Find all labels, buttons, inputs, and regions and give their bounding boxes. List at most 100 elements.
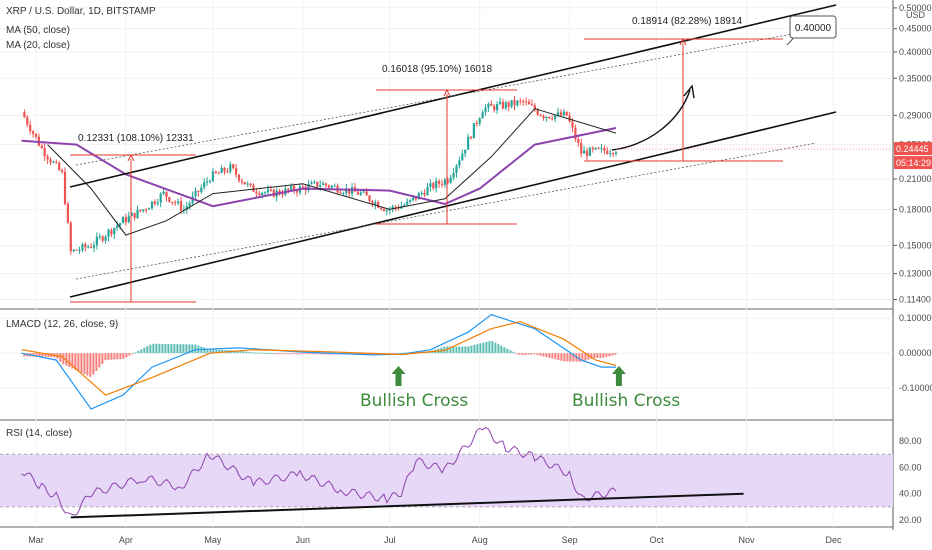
lmacd-histogram-bar — [35, 353, 38, 357]
candle-body — [513, 100, 516, 106]
last-price-value: 0.24445 — [896, 144, 929, 154]
lmacd-histogram-bar — [398, 352, 401, 354]
projection-arrowhead — [683, 84, 695, 99]
lmacd-histogram-bar — [503, 347, 506, 354]
candle-body — [548, 116, 551, 119]
candle-body — [107, 229, 110, 237]
candle-body — [443, 179, 446, 185]
lmacd-histogram-bar — [578, 353, 581, 362]
price-tick-label: 0.50000 — [899, 3, 932, 13]
lmacd-histogram-bar — [527, 353, 530, 355]
candle-body — [426, 186, 429, 196]
candle-body — [237, 174, 241, 181]
candle-body — [266, 189, 270, 193]
channel-upper-line — [69, 4, 837, 188]
lmacd-histogram-bar — [317, 353, 320, 355]
lmacd-histogram-bar — [521, 353, 524, 356]
lmacd-histogram-bar — [602, 353, 605, 358]
lmacd-histogram-bar — [566, 353, 569, 362]
candle-body — [449, 177, 452, 183]
lmacd-histogram-bar — [47, 353, 50, 357]
annotation-move-3: 0.18914 (82.28%) 18914 — [632, 16, 743, 27]
candle-body — [148, 208, 151, 210]
candle-body — [490, 103, 493, 106]
candle-body — [322, 183, 325, 186]
lmacd-histogram-bar — [128, 353, 131, 356]
lmacd-histogram-bar — [152, 343, 155, 354]
candle-body — [307, 184, 310, 191]
lmacd-histogram-bar — [155, 343, 158, 354]
candle-body — [43, 148, 46, 157]
lmacd-histogram-bar — [125, 353, 128, 358]
candle-body — [226, 171, 229, 173]
candle-body — [214, 171, 217, 173]
lmacd-histogram-bar — [221, 349, 224, 354]
lmacd-histogram-bar — [38, 353, 41, 357]
candle-body — [290, 186, 293, 190]
ma20-line — [47, 108, 617, 236]
lmacd-histogram-bar — [401, 352, 404, 354]
candle-body — [116, 225, 119, 228]
candle-body — [542, 115, 545, 119]
candle-body — [562, 111, 565, 116]
candle-body — [203, 182, 206, 188]
candle-body — [368, 195, 371, 202]
lmacd-histogram-bar — [311, 353, 314, 355]
candle-body — [591, 147, 594, 150]
bullish-cross-arrow-1 — [391, 366, 406, 386]
candle-body — [246, 183, 249, 185]
candle-body — [371, 201, 374, 205]
candle-body — [66, 204, 69, 223]
candle-body — [556, 112, 560, 116]
time-tick-label: Nov — [738, 535, 755, 545]
candle-body — [603, 147, 606, 151]
lmacd-histogram-bar — [515, 353, 518, 355]
candle-body — [63, 171, 67, 205]
candle-body — [206, 181, 209, 183]
lmacd-histogram-bar — [170, 344, 173, 354]
price-pane — [21, 96, 618, 255]
lmacd-histogram-bar — [518, 353, 521, 355]
lmacd-histogram-bar — [185, 344, 188, 354]
time-tick-label: Sep — [562, 535, 578, 545]
lmacd-histogram-bar — [260, 352, 263, 354]
lmacd-histogram-bar — [539, 353, 542, 356]
candle-body — [409, 199, 412, 202]
candle-body — [261, 192, 264, 196]
channel-inner-upper — [75, 25, 837, 166]
lmacd-histogram-bar — [218, 349, 221, 354]
candle-body — [574, 127, 577, 140]
lmacd-histogram-bar — [89, 353, 92, 377]
candle-body — [113, 227, 116, 235]
candle-body — [240, 180, 243, 183]
lmacd-histogram-bar — [572, 353, 575, 362]
lmacd-histogram-bar — [62, 353, 65, 365]
lmacd-histogram-bar — [365, 353, 368, 355]
rsi-pane — [0, 427, 893, 516]
lmacd-histogram-bar — [500, 345, 503, 354]
lmacd-histogram-bar — [461, 346, 464, 354]
lmacd-histogram-bar — [191, 344, 194, 354]
lmacd-histogram-bar — [560, 353, 563, 361]
measure-1-head — [127, 153, 135, 162]
candle-body — [606, 150, 609, 154]
candle-body — [440, 183, 444, 185]
lmacd-histogram-bar — [104, 353, 107, 361]
currency-label: USD — [906, 10, 926, 20]
time-tick-label: Jul — [384, 535, 396, 545]
candle-body — [493, 105, 496, 111]
lmacd-histogram-bar — [212, 349, 215, 354]
candle-body — [171, 201, 174, 203]
lmacd-histogram-bar — [599, 353, 602, 359]
lmacd-histogram-bar — [113, 353, 116, 360]
candle-body — [498, 101, 502, 105]
lmacd-histogram-bar — [209, 349, 212, 354]
candle-body — [49, 159, 52, 163]
candle-body — [98, 236, 101, 238]
candle-body — [159, 193, 162, 203]
bullish-cross-label-1: Bullish Cross — [360, 391, 468, 411]
lmacd-histogram-bar — [95, 353, 98, 371]
candle-body — [333, 185, 336, 187]
candle-body — [475, 123, 478, 125]
countdown-tag — [894, 156, 932, 170]
